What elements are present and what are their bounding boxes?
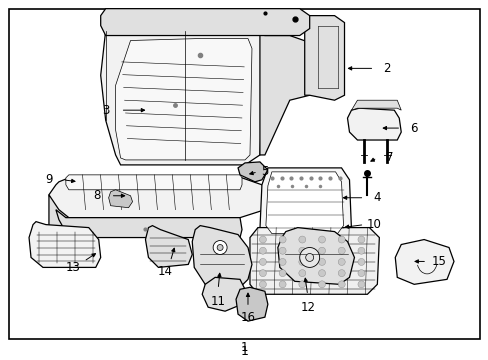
Polygon shape — [101, 19, 264, 165]
Polygon shape — [115, 39, 251, 160]
Circle shape — [318, 247, 325, 254]
Circle shape — [338, 258, 345, 265]
Polygon shape — [49, 195, 69, 238]
Circle shape — [279, 281, 285, 288]
Text: 2: 2 — [383, 62, 390, 75]
Polygon shape — [49, 178, 267, 218]
Circle shape — [279, 270, 285, 276]
Polygon shape — [56, 210, 242, 238]
Text: 1: 1 — [240, 341, 247, 354]
Circle shape — [213, 240, 226, 255]
Polygon shape — [66, 175, 242, 190]
Text: 14: 14 — [158, 265, 173, 278]
Circle shape — [299, 248, 319, 267]
Circle shape — [318, 258, 325, 265]
Circle shape — [298, 236, 305, 243]
Circle shape — [259, 270, 266, 276]
Circle shape — [298, 281, 305, 288]
Polygon shape — [29, 222, 101, 267]
Polygon shape — [101, 9, 309, 36]
Text: 6: 6 — [409, 122, 417, 135]
Circle shape — [259, 247, 266, 254]
Polygon shape — [260, 168, 351, 238]
Polygon shape — [304, 15, 344, 100]
Circle shape — [318, 281, 325, 288]
Text: 15: 15 — [431, 255, 446, 268]
Circle shape — [298, 258, 305, 265]
Circle shape — [318, 236, 325, 243]
Text: 1: 1 — [240, 345, 248, 357]
Circle shape — [357, 236, 364, 243]
Text: 10: 10 — [366, 218, 381, 231]
Polygon shape — [236, 287, 267, 321]
Text: 12: 12 — [300, 301, 315, 314]
Polygon shape — [249, 228, 379, 294]
Circle shape — [338, 270, 345, 276]
Text: 16: 16 — [240, 311, 255, 324]
Polygon shape — [260, 23, 309, 155]
Circle shape — [357, 258, 364, 265]
Circle shape — [259, 236, 266, 243]
Polygon shape — [145, 226, 192, 267]
Circle shape — [357, 270, 364, 276]
Polygon shape — [192, 226, 251, 287]
Circle shape — [259, 281, 266, 288]
Circle shape — [305, 253, 313, 261]
Text: 5: 5 — [261, 165, 268, 178]
Circle shape — [298, 247, 305, 254]
Circle shape — [338, 236, 345, 243]
Circle shape — [298, 270, 305, 276]
Text: 13: 13 — [65, 261, 80, 274]
Text: 11: 11 — [210, 295, 225, 308]
Circle shape — [338, 247, 345, 254]
Circle shape — [357, 247, 364, 254]
Polygon shape — [108, 190, 132, 208]
Text: 4: 4 — [373, 191, 380, 204]
Circle shape — [279, 247, 285, 254]
Text: 9: 9 — [45, 173, 53, 186]
Polygon shape — [202, 277, 244, 311]
Polygon shape — [347, 108, 401, 140]
Circle shape — [279, 258, 285, 265]
Text: 8: 8 — [93, 189, 100, 202]
Text: 3: 3 — [102, 104, 109, 117]
Circle shape — [338, 281, 345, 288]
Polygon shape — [238, 162, 267, 182]
Circle shape — [217, 244, 223, 251]
Polygon shape — [351, 100, 401, 110]
Circle shape — [318, 270, 325, 276]
Circle shape — [279, 236, 285, 243]
Polygon shape — [265, 172, 343, 234]
Circle shape — [357, 281, 364, 288]
Circle shape — [259, 258, 266, 265]
Polygon shape — [277, 228, 354, 284]
Polygon shape — [394, 239, 453, 284]
Text: 7: 7 — [385, 152, 392, 165]
